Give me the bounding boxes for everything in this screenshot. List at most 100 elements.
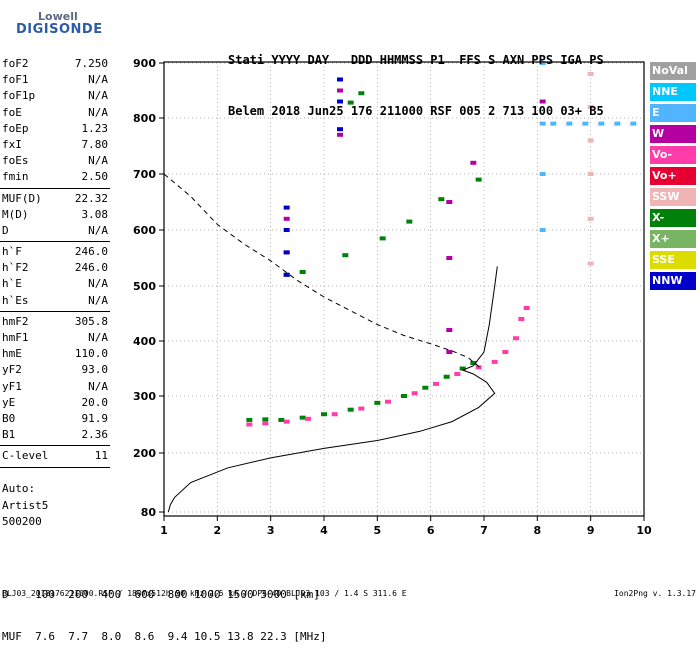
param-row: foF2 7.250 <box>0 56 110 72</box>
param-separator <box>0 241 110 243</box>
echo-point <box>321 412 327 417</box>
param-separator <box>0 445 110 447</box>
param-value: 3.08 <box>81 207 109 221</box>
muf-distance-row: D 100 200 400 600 800 1000 1500 3000 [km… <box>2 588 327 602</box>
x-tick-label: 4 <box>320 524 328 537</box>
param-name: foEs <box>2 154 29 168</box>
x-tick-label: 2 <box>214 524 222 537</box>
echo-point <box>331 412 338 417</box>
echo-point <box>550 121 557 126</box>
legend-item-nne: NNE <box>650 83 696 101</box>
echo-point <box>587 261 594 266</box>
echo-point <box>582 121 589 126</box>
echo-point <box>305 416 311 421</box>
echo-point <box>262 421 269 426</box>
param-row: foF1p N/A <box>0 88 110 104</box>
echo-point <box>587 105 594 109</box>
echo-point <box>358 91 365 96</box>
param-value: 22.32 <box>74 191 108 205</box>
station-header: Stati YYYY DAY DDD HHMMSS P1 FFS S AXN P… <box>228 18 604 137</box>
param-name: foE <box>2 105 22 119</box>
param-row: yF2 93.0 <box>0 362 110 378</box>
param-value: 246.0 <box>74 261 108 275</box>
d-values: 100 200 400 600 800 1000 1500 3000 <box>21 588 294 601</box>
echo-point <box>342 253 349 258</box>
param-value: N/A <box>88 154 108 168</box>
echo-point <box>523 306 530 310</box>
legend-item-vo-: Vo+ <box>650 167 696 185</box>
param-name: B1 <box>2 428 16 442</box>
auto-label: Auto: <box>2 482 36 495</box>
echo-point <box>374 400 381 405</box>
param-value: 7.250 <box>74 57 108 70</box>
muf-frequency-row: MUF 7.6 7.7 8.0 8.6 9.4 10.5 13.8 22.3 [… <box>2 630 327 644</box>
muf-unit: [MHz] <box>293 630 327 643</box>
echo-point <box>539 121 546 126</box>
echo-point <box>379 236 386 241</box>
echo-point <box>446 328 453 332</box>
param-row: D N/A <box>0 223 110 239</box>
echo-point <box>278 417 285 422</box>
param-separator <box>0 310 110 312</box>
param-name: yF2 <box>2 363 22 377</box>
param-row: fxI 7.80 <box>0 137 110 153</box>
param-name: fxI <box>2 137 22 151</box>
echo-point <box>443 374 450 379</box>
param-name: foF1p <box>2 89 36 103</box>
legend-item-x-: X- <box>650 209 696 227</box>
y-tick-label: 200 <box>133 447 156 460</box>
echo-point <box>539 228 546 232</box>
x-tick-label: 9 <box>587 524 595 537</box>
echo-point <box>470 361 477 365</box>
echo-point <box>587 216 594 221</box>
muf-table: D 100 200 400 600 800 1000 1500 3000 [km… <box>2 560 327 658</box>
echo-point <box>614 121 621 126</box>
y-tick-label: 80 <box>141 506 157 519</box>
plot-grid <box>163 62 645 516</box>
echo-point <box>454 372 461 376</box>
param-row: hmF2 305.8 <box>0 314 110 330</box>
version-footer: Ion2Png v. 1.3.17 <box>614 589 696 598</box>
echo-point <box>337 88 343 93</box>
echo-point <box>587 172 594 176</box>
echo-point <box>539 172 546 176</box>
echo-point <box>337 127 343 132</box>
param-name: foF2 <box>2 57 29 70</box>
header-values: Belem 2018 Jun25 176 211000 RSF 005 2 71… <box>228 104 604 118</box>
legend-item-ssw: SSW <box>650 188 696 206</box>
echo-point <box>283 250 290 255</box>
autoscaling-info: Auto: Artist5 500200 <box>2 481 48 531</box>
echo-point <box>539 99 546 104</box>
param-name: M(D) <box>2 207 29 221</box>
param-separator <box>0 187 110 189</box>
param-name: fmin <box>2 170 29 184</box>
param-row: B1 2.36 <box>0 427 110 443</box>
d-unit: [km] <box>293 588 320 601</box>
echo-point <box>491 359 498 364</box>
echo-point <box>283 216 290 221</box>
legend-item-noval: NoVal <box>650 62 696 80</box>
ionospheric-parameters: foF2 7.250 foF1 N/A foF1p N/A foE N/A foEp 1.23 fx… <box>0 56 110 470</box>
param-value: N/A <box>88 89 108 103</box>
param-row: foEp 1.23 <box>0 121 110 137</box>
echo-point <box>262 417 269 422</box>
electron-density-profile-solid <box>167 266 498 513</box>
param-name: h`E <box>2 277 22 291</box>
echo-point <box>283 419 290 424</box>
echo-point <box>433 381 439 386</box>
echo-point <box>475 365 482 370</box>
param-row: fmin 2.50 <box>0 169 110 185</box>
param-value: 93.0 <box>81 363 109 377</box>
legend-item-sse: SSE <box>650 251 696 269</box>
echo-point <box>598 121 605 126</box>
param-name: yE <box>2 395 16 409</box>
legend-item-x-: X+ <box>650 230 696 248</box>
param-row: C-level 11 <box>0 448 110 464</box>
param-name: MUF(D) <box>2 191 42 205</box>
echo-point <box>337 132 343 137</box>
param-row: h`E N/A <box>0 276 110 292</box>
auto-program: Artist5 <box>2 498 49 512</box>
y-tick-label: 900 <box>133 57 156 70</box>
legend-item-w: W <box>650 125 696 143</box>
param-value: N/A <box>88 293 108 307</box>
